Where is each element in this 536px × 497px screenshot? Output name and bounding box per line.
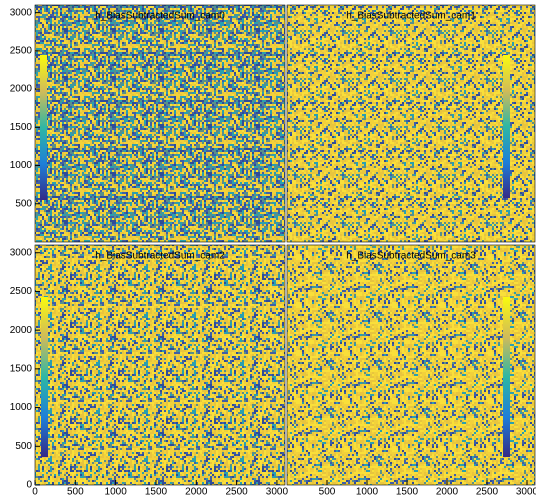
panel-title: h_BiasSubtractedSum_cam2 — [95, 251, 225, 262]
y-tick-label: 0 — [26, 480, 32, 491]
color-bar — [503, 297, 510, 457]
y-tick-label: 3000 — [10, 247, 33, 258]
y-tick-label: 2000 — [10, 84, 33, 95]
x-tick-label: 2500 — [225, 487, 248, 497]
x-tick-label: 1500 — [145, 487, 168, 497]
panel-title: h_BiasSubtractedSum_cam1 — [346, 11, 476, 22]
color-bar — [503, 55, 510, 198]
y-tick-label: 3000 — [10, 7, 33, 18]
y-tick-label: 1000 — [10, 402, 33, 413]
x-tick-label: 2000 — [185, 487, 208, 497]
panel-title: h_BiasSubtractedSum_cam0 — [95, 11, 225, 22]
y-tick-label: 1500 — [10, 122, 33, 133]
panel-title: h_BiasSubtractedSum_cam3 — [346, 251, 476, 262]
x-tick-label: 500 — [319, 487, 336, 497]
heatmap-area — [35, 245, 285, 485]
x-tick-label: 2500 — [476, 487, 499, 497]
heatmap-area — [287, 245, 535, 485]
y-tick-label: 2500 — [10, 286, 33, 297]
color-bar — [41, 297, 48, 457]
x-tick-label: 3000 — [516, 487, 536, 497]
color-bar — [40, 55, 47, 200]
x-tick-label: 3000 — [266, 487, 289, 497]
frame — [34, 4, 286, 243]
x-tick-label: 1000 — [105, 487, 128, 497]
y-tick-label: 1500 — [10, 364, 33, 375]
y-tick-label: 500 — [15, 198, 32, 209]
heatmap-area — [287, 5, 535, 242]
frame — [286, 4, 536, 243]
x-tick-label: 500 — [67, 487, 84, 497]
x-tick-label: 1000 — [356, 487, 379, 497]
x-tick-label: 0 — [32, 487, 38, 497]
heatmap-area — [35, 5, 285, 242]
x-tick-label: 1500 — [396, 487, 419, 497]
y-tick-label: 1000 — [10, 160, 33, 171]
y-tick-label: 2000 — [10, 325, 33, 336]
frame — [286, 244, 536, 486]
x-tick-label: 2000 — [436, 487, 459, 497]
frame — [34, 244, 286, 486]
y-tick-label: 2500 — [10, 46, 33, 57]
y-tick-label: 500 — [15, 441, 32, 452]
